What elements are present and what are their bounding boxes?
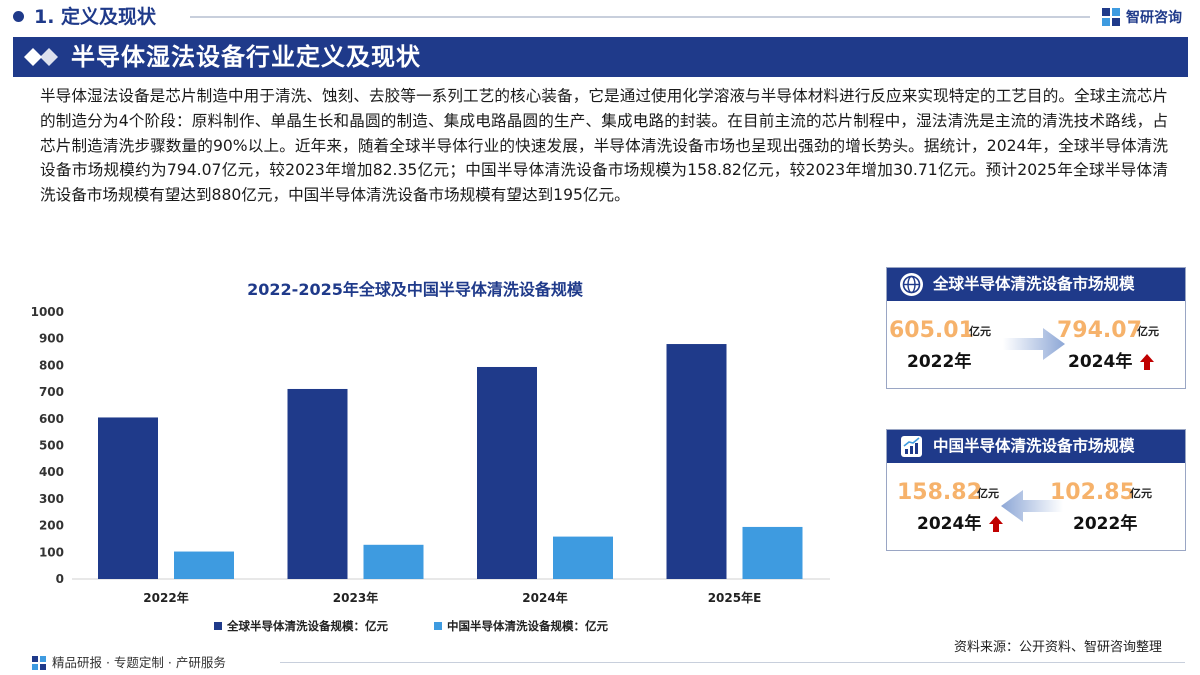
from-unit: 亿元 [969, 325, 991, 338]
from-value: 102.85 [1050, 480, 1135, 505]
china-market-card: 中国半导体清洗设备市场规模 158.82 亿元 2024年 102.85 亿元 … [886, 429, 1186, 551]
diamond-bullets-icon [24, 48, 58, 66]
to-unit: 亿元 [977, 487, 999, 500]
bar-global [98, 417, 158, 579]
chart-title: 2022-2025年全球及中国半导体清洗设备规模 [247, 280, 583, 299]
up-arrow-icon [1140, 354, 1154, 370]
global-market-card: 全球半导体清洗设备市场规模 605.01 亿元 2022年 794.07 亿元 … [886, 267, 1186, 389]
brand-logo-icon [1102, 8, 1120, 26]
y-tick-label: 0 [56, 572, 64, 586]
globe-icon [900, 273, 923, 296]
footer: 精品研报 · 专题定制 · 产研服务 [0, 650, 1200, 675]
section-bullet-icon [13, 11, 24, 22]
top-divider [190, 16, 1090, 18]
footer-text: 精品研报 · 专题定制 · 产研服务 [52, 655, 226, 670]
x-tick-label: 2022年 [143, 590, 188, 605]
bar-china [553, 536, 613, 579]
to-unit: 亿元 [1137, 325, 1159, 338]
card-title: 中国半导体清洗设备市场规模 [933, 437, 1135, 455]
top-bar: 1. 定义及现状 智研咨询 [0, 0, 1200, 34]
y-tick-label: 800 [39, 358, 64, 372]
bar-global [287, 388, 348, 579]
to-year: 2024年 [917, 514, 982, 534]
legend-swatch [214, 622, 222, 630]
back-arrow-icon [1001, 490, 1063, 522]
footer-logo-icon [32, 656, 46, 670]
from-year: 2022年 [1073, 514, 1138, 534]
from-value: 605.01 [889, 318, 974, 343]
y-tick-label: 600 [39, 412, 64, 426]
from-year: 2022年 [907, 352, 972, 372]
y-tick-label: 200 [39, 519, 64, 533]
card-title: 全球半导体清洗设备市场规模 [933, 275, 1135, 293]
card-header: 全球半导体清洗设备市场规模 [887, 268, 1185, 301]
bar-china [742, 526, 803, 579]
up-arrow-icon [989, 516, 1003, 532]
legend-label: 中国半导体清洗设备规模：亿元 [447, 619, 608, 633]
intro-paragraph: 半导体湿法设备是芯片制造中用于清洗、蚀刻、去胶等一系列工艺的核心装备，它是通过使… [40, 87, 1168, 205]
title-banner: 半导体湿法设备行业定义及现状 [13, 37, 1188, 77]
brand: 智研咨询 [1101, 6, 1182, 28]
y-tick-label: 1000 [31, 305, 64, 319]
bar-global [666, 344, 727, 579]
brand-name: 智研咨询 [1126, 10, 1182, 26]
bar-china [174, 551, 234, 579]
bar-china [363, 544, 424, 579]
x-tick-label: 2024年 [522, 590, 567, 605]
from-unit: 亿元 [1130, 487, 1152, 500]
to-value: 794.07 [1057, 318, 1142, 343]
y-tick-label: 500 [39, 439, 64, 453]
x-tick-label: 2023年 [333, 590, 378, 605]
source-note: 资料来源：公开资料、智研咨询整理 [953, 640, 1162, 655]
y-tick-label: 100 [39, 545, 64, 559]
section-title: 1. 定义及现状 [34, 6, 157, 28]
card-header: 中国半导体清洗设备市场规模 [887, 430, 1185, 463]
y-tick-label: 900 [39, 332, 64, 346]
footer-divider [280, 662, 1185, 663]
legend-label: 全球半导体清洗设备规模：亿元 [226, 619, 388, 633]
bar-global [477, 366, 537, 579]
bar-chart: 0 100 200 300 400 500 600 700 800 900 1000 2022年 202… [31, 305, 830, 633]
legend-swatch [434, 622, 442, 630]
y-tick-label: 700 [39, 385, 64, 399]
growth-chart-icon [901, 436, 922, 457]
to-year: 2024年 [1068, 352, 1133, 372]
y-tick-label: 400 [39, 465, 64, 479]
x-tick-label: 2025年E [708, 590, 762, 605]
banner-title: 半导体湿法设备行业定义及现状 [71, 43, 421, 71]
growth-arrow-icon [1003, 328, 1065, 360]
to-value: 158.82 [897, 480, 982, 505]
y-tick-label: 300 [39, 492, 64, 506]
